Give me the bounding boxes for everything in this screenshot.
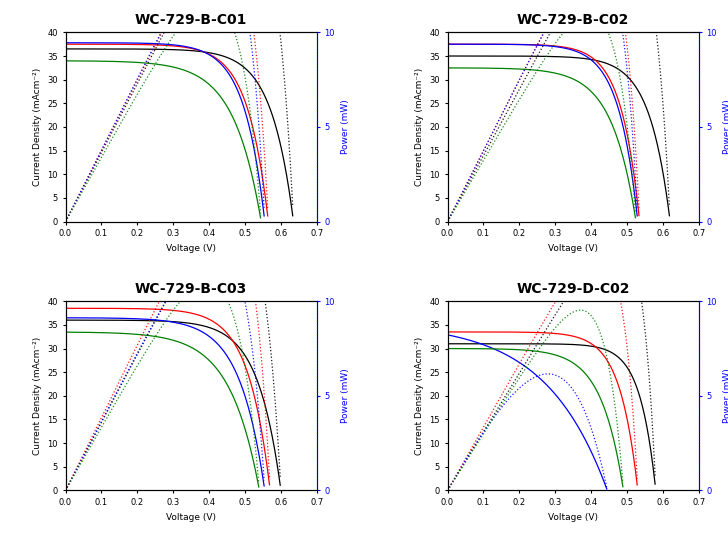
X-axis label: Voltage (V): Voltage (V) xyxy=(166,244,216,253)
Title: WC-729-B-C01: WC-729-B-C01 xyxy=(135,13,248,27)
Title: WC-729-D-C02: WC-729-D-C02 xyxy=(516,282,630,296)
X-axis label: Voltage (V): Voltage (V) xyxy=(548,244,598,253)
Y-axis label: Power (mW): Power (mW) xyxy=(723,369,728,423)
Y-axis label: Current Density (mAcm⁻²): Current Density (mAcm⁻²) xyxy=(415,337,424,455)
Y-axis label: Power (mW): Power (mW) xyxy=(341,369,349,423)
X-axis label: Voltage (V): Voltage (V) xyxy=(166,513,216,522)
Y-axis label: Current Density (mAcm⁻²): Current Density (mAcm⁻²) xyxy=(33,68,41,186)
Title: WC-729-B-C02: WC-729-B-C02 xyxy=(517,13,630,27)
X-axis label: Voltage (V): Voltage (V) xyxy=(548,513,598,522)
Y-axis label: Power (mW): Power (mW) xyxy=(341,100,349,154)
Y-axis label: Current Density (mAcm⁻²): Current Density (mAcm⁻²) xyxy=(415,68,424,186)
Y-axis label: Current Density (mAcm⁻²): Current Density (mAcm⁻²) xyxy=(33,337,41,455)
Title: WC-729-B-C03: WC-729-B-C03 xyxy=(135,282,248,296)
Y-axis label: Power (mW): Power (mW) xyxy=(723,100,728,154)
